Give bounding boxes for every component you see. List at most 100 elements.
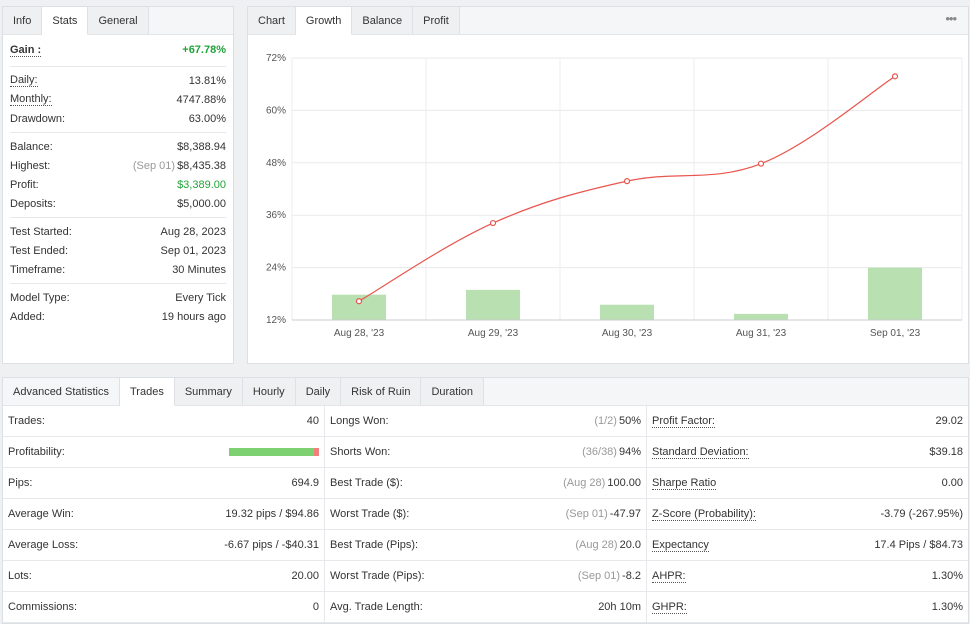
stat-label: Added: xyxy=(10,310,45,323)
stat-value: $8,388.94 xyxy=(177,140,226,153)
adv-tab-duration[interactable]: Duration xyxy=(421,378,485,405)
stat-row-highest: Highest: (Sep 01) $8,435.38 xyxy=(10,156,226,175)
divider xyxy=(10,66,226,67)
more-options-icon[interactable]: ••• xyxy=(945,11,957,26)
adv-tab-daily[interactable]: Daily xyxy=(295,378,342,405)
adv-cell-profitability: Profitability: xyxy=(3,437,324,468)
adv-value: 20.00 xyxy=(291,570,319,582)
bar xyxy=(868,267,922,320)
stat-value: $3,389.00 xyxy=(177,178,226,191)
y-tick-label: 48% xyxy=(266,158,286,169)
adv-value: -6.67 pips / -$40.31 xyxy=(224,539,319,551)
stat-row-profit: Profit: $3,389.00 xyxy=(10,175,226,194)
chart-tab-profit[interactable]: Profit xyxy=(413,7,460,34)
adv-tab-trades[interactable]: Trades xyxy=(120,378,175,406)
info-tab-stats[interactable]: Stats xyxy=(42,7,89,35)
adv-label[interactable]: Standard Deviation: xyxy=(652,445,749,459)
advanced-tabs: Advanced Statistics Trades Summary Hourly Da… xyxy=(3,378,968,406)
bar xyxy=(466,289,520,320)
adv-label: Best Trade (Pips): xyxy=(330,539,419,551)
adv-value: 20h 10m xyxy=(598,601,641,613)
chart-panel: Chart Growth Balance Profit ••• 12% 24% 36% 48… xyxy=(247,6,969,364)
divider xyxy=(10,283,226,284)
adv-cell-commissions: Commissions: 0 xyxy=(3,592,324,623)
adv-cell-best-trade: Best Trade ($): (Aug 28) 100.00 xyxy=(325,468,646,499)
adv-cell-worst-trade: Worst Trade ($): (Sep 01) -47.97 xyxy=(325,499,646,530)
adv-value: (Aug 28) 20.0 xyxy=(575,539,641,551)
y-tick-label: 36% xyxy=(266,210,286,221)
adv-label: Average Loss: xyxy=(8,539,79,551)
stat-value: 13.81% xyxy=(188,74,226,87)
info-tabs: Info Stats General xyxy=(3,7,233,35)
stat-label[interactable]: Daily: xyxy=(10,74,38,87)
adv-cell-standard-deviation: Standard Deviation: $39.18 xyxy=(647,437,968,468)
stat-row-daily: Daily: 13.81% xyxy=(10,71,226,90)
stat-label[interactable]: Monthly: xyxy=(10,93,52,106)
stat-row-drawdown: Drawdown: 63.00% xyxy=(10,109,226,128)
chart-tab-chart[interactable]: Chart xyxy=(248,7,296,34)
adv-cell-average-loss: Average Loss: -6.67 pips / -$40.31 xyxy=(3,530,324,561)
y-tick-label: 24% xyxy=(266,263,286,274)
adv-cell-ahpr: AHPR: 1.30% xyxy=(647,561,968,592)
stat-label[interactable]: Gain : xyxy=(10,43,42,57)
adv-tab-summary[interactable]: Summary xyxy=(174,378,243,405)
adv-paren: (Sep 01) xyxy=(565,508,608,520)
adv-value: (36/38) 94% xyxy=(582,446,641,458)
chart-tabs: Chart Growth Balance Profit xyxy=(248,7,968,35)
adv-label: Longs Won: xyxy=(330,415,389,427)
adv-cell-profit-factor: Profit Factor: 29.02 xyxy=(647,406,968,437)
stat-value: 4747.88% xyxy=(176,93,226,106)
advanced-statistics-panel: Advanced Statistics Trades Summary Hourly Da… xyxy=(2,377,969,624)
adv-tab-advanced-statistics: Advanced Statistics xyxy=(3,378,120,405)
adv-paren: (Sep 01) xyxy=(577,570,621,582)
stat-row-test-ended: Test Ended: Sep 01, 2023 xyxy=(10,241,226,260)
stat-row-model-type: Model Type: Every Tick xyxy=(10,288,226,307)
adv-value: 0 xyxy=(312,601,319,613)
adv-cell-best-trade-pips: Best Trade (Pips): (Aug 28) 20.0 xyxy=(325,530,646,561)
stat-value: (Sep 01) $8,435.38 xyxy=(132,159,226,172)
adv-tab-risk-of-ruin[interactable]: Risk of Ruin xyxy=(341,378,422,405)
stat-value: Every Tick xyxy=(175,291,226,304)
adv-cell-longs-won: Longs Won: (1/2) 50% xyxy=(325,406,646,437)
stat-label: Model Type: xyxy=(10,291,70,304)
growth-point xyxy=(623,178,631,185)
adv-value: (1/2) 50% xyxy=(594,415,641,427)
x-tick-label: Aug 29, '23 xyxy=(468,328,519,339)
adv-label[interactable]: AHPR: xyxy=(652,569,686,583)
adv-label[interactable]: GHPR: xyxy=(652,600,687,614)
x-tick-label: Aug 28, '23 xyxy=(334,328,385,339)
x-tick-label: Aug 31, '23 xyxy=(736,328,787,339)
adv-label[interactable]: Sharpe Ratio xyxy=(652,476,717,490)
adv-label[interactable]: Profit Factor: xyxy=(652,414,715,428)
adv-value: 40 xyxy=(306,415,319,427)
adv-label: Commissions: xyxy=(8,601,78,613)
growth-point xyxy=(355,298,363,305)
growth-chart: 12% 24% 36% 48% 60% 72% Aug 28, '23 Aug 29, '23… xyxy=(266,53,963,339)
stat-value: +67.78% xyxy=(182,44,226,56)
chart-tab-balance[interactable]: Balance xyxy=(352,7,414,34)
adv-label: Lots: xyxy=(8,570,32,582)
info-panel: Info Stats General Gain : +67.78% Daily: 13.8… xyxy=(2,6,234,364)
adv-label: Trades: xyxy=(8,415,45,427)
profitability-loss xyxy=(313,448,319,456)
adv-label[interactable]: Expectancy xyxy=(652,538,709,552)
adv-label: Pips: xyxy=(8,477,33,489)
info-tab-info[interactable]: Info xyxy=(3,7,43,34)
stat-value: 19 hours ago xyxy=(161,310,226,323)
adv-value: 17.4 Pips / $84.73 xyxy=(874,539,963,551)
stat-row-balance: Balance: $8,388.94 xyxy=(10,137,226,156)
stat-row-deposits: Deposits: $5,000.00 xyxy=(10,194,226,213)
adv-column-2: Longs Won: (1/2) 50% Shorts Won: (36/38) 94% B… xyxy=(325,406,647,623)
adv-label[interactable]: Z-Score (Probability): xyxy=(652,507,756,521)
adv-tab-hourly[interactable]: Hourly xyxy=(242,378,296,405)
adv-label: Worst Trade ($): xyxy=(330,508,410,520)
divider xyxy=(10,132,226,133)
adv-paren: (Aug 28) xyxy=(563,477,606,489)
stat-value: $5,000.00 xyxy=(177,197,226,210)
info-tab-general[interactable]: General xyxy=(88,7,149,34)
stat-row-monthly: Monthly: 4747.88% xyxy=(10,90,226,109)
stats-body: Gain : +67.78% Daily: 13.81% Monthly: 4747.88… xyxy=(3,38,233,326)
stat-label: Profit: xyxy=(10,178,39,191)
growth-point xyxy=(891,73,899,80)
chart-tab-growth[interactable]: Growth xyxy=(295,7,353,35)
